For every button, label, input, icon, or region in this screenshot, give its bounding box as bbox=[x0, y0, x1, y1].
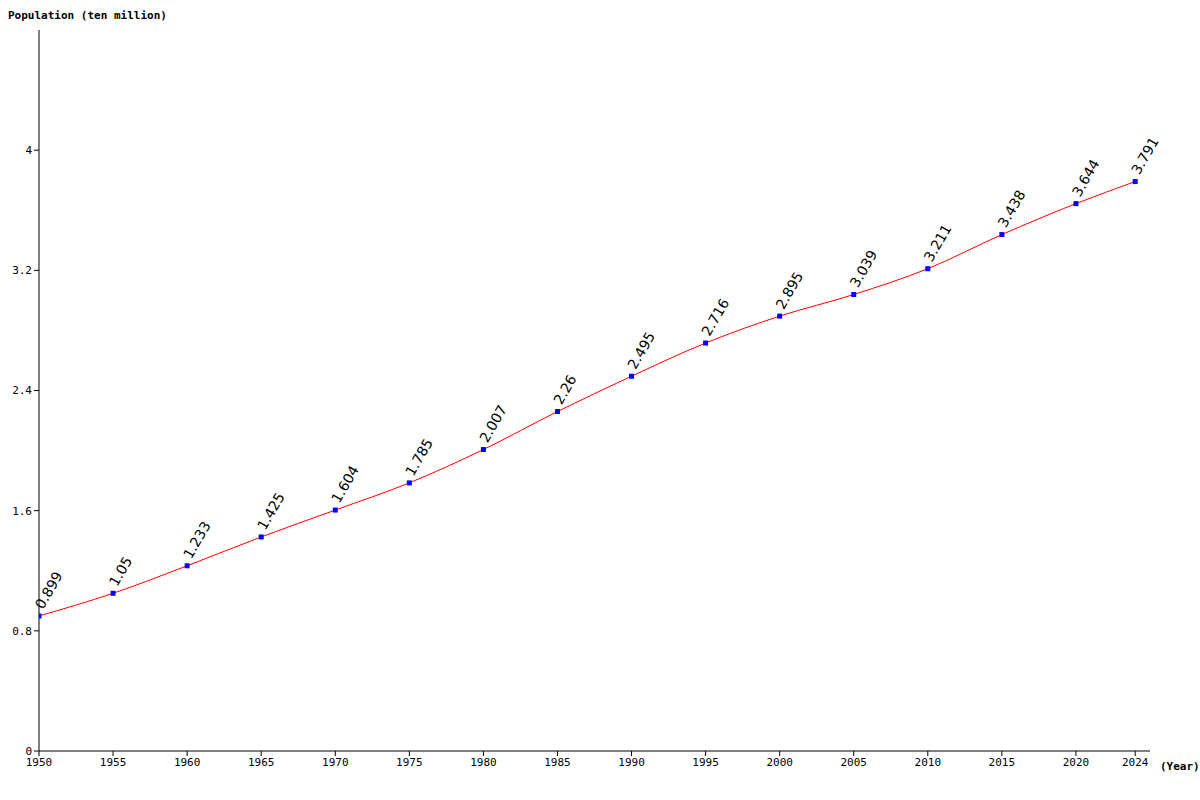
svg-text:1.6: 1.6 bbox=[12, 505, 32, 518]
html-text:(Year): (Year) bbox=[1160, 760, 1200, 773]
svg-text:1950: 1950 bbox=[25, 755, 53, 769]
svg-text:3.2: 3.2 bbox=[12, 264, 32, 277]
svg-text:3.438: 3.438 bbox=[995, 187, 1029, 230]
svg-text:3.644: 3.644 bbox=[1069, 156, 1103, 199]
svg-text:0.8: 0.8 bbox=[12, 625, 32, 638]
svg-text:1.785: 1.785 bbox=[402, 436, 436, 479]
svg-text:1970: 1970 bbox=[322, 756, 349, 769]
svg-text:2015: 2015 bbox=[989, 756, 1016, 769]
svg-text:0: 0 bbox=[25, 745, 32, 758]
svg-text:1.425: 1.425 bbox=[254, 490, 288, 533]
svg-text:3.039: 3.039 bbox=[846, 247, 880, 290]
svg-text:2.007: 2.007 bbox=[476, 402, 510, 445]
svg-text:2024: 2024 bbox=[1122, 756, 1149, 769]
svg-text:1995: 1995 bbox=[692, 756, 719, 769]
svg-text:3.791: 3.791 bbox=[1128, 134, 1162, 177]
svg-text:2.26: 2.26 bbox=[550, 372, 579, 407]
svg-text:1.233: 1.233 bbox=[180, 519, 214, 562]
svg-text:2.4: 2.4 bbox=[12, 384, 32, 397]
svg-text:4: 4 bbox=[25, 144, 32, 157]
svg-text:2005: 2005 bbox=[840, 756, 867, 769]
svg-text:2020: 2020 bbox=[1063, 756, 1090, 769]
svg-text:1955: 1955 bbox=[100, 756, 127, 769]
svg-text:1980: 1980 bbox=[470, 756, 497, 769]
svg-text:1.05: 1.05 bbox=[106, 554, 135, 589]
svg-text:2010: 2010 bbox=[915, 756, 942, 769]
svg-text:2.495: 2.495 bbox=[624, 329, 658, 372]
svg-text:1975: 1975 bbox=[396, 756, 423, 769]
svg-text:2.895: 2.895 bbox=[772, 269, 806, 312]
svg-text:3.211: 3.211 bbox=[921, 221, 955, 264]
svg-text:1960: 1960 bbox=[174, 756, 201, 769]
svg-text:1985: 1985 bbox=[544, 756, 571, 769]
svg-text:1965: 1965 bbox=[248, 756, 275, 769]
svg-text:0.899: 0.899 bbox=[32, 569, 66, 612]
svg-text:2000: 2000 bbox=[766, 756, 793, 769]
svg-text:1.604: 1.604 bbox=[328, 463, 362, 506]
svg-text:1990: 1990 bbox=[618, 756, 645, 769]
html-text:Population (ten million): Population (ten million) bbox=[8, 9, 167, 22]
svg-text:2.716: 2.716 bbox=[698, 296, 732, 339]
